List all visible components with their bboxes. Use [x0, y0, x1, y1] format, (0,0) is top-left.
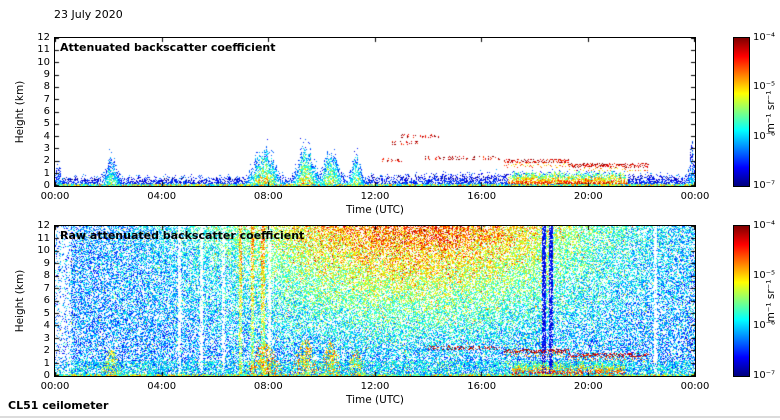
window-bottom-edge [0, 416, 780, 418]
attenuated-backscatter-plot [54, 37, 696, 187]
colorbar-tick-label: 10⁻⁶ [753, 130, 776, 142]
y-tick-label: 10 [37, 56, 50, 68]
y-axis-label: Height (km) [14, 269, 26, 333]
panel-title-attenuated: Attenuated backscatter coefficient [60, 41, 276, 54]
y-tick-label: 6 [43, 106, 50, 117]
raw-attenuated-backscatter-heatmap [55, 226, 695, 376]
y-tick-label: 5 [43, 307, 50, 319]
y-tick-label: 7 [43, 282, 50, 294]
colorbar-tick-label: 10⁻⁷ [753, 180, 776, 191]
attenuated-backscatter-heatmap [55, 38, 695, 186]
y-tick-label: 10 [37, 245, 50, 256]
x-tick-label: 00:00 [680, 381, 710, 392]
colorbar-tick-label: 10⁻⁴ [753, 32, 776, 43]
y-tick-label: 1 [43, 357, 50, 369]
x-tick-label: 00:00 [680, 191, 710, 202]
y-tick-label: 9 [43, 257, 50, 269]
y-tick-label: 11 [37, 232, 50, 244]
colorbar-unit-label: m⁻¹ sr⁻¹ [765, 90, 777, 134]
x-tick-label: 20:00 [573, 191, 603, 202]
y-tick-label: 12 [37, 32, 50, 43]
x-tick-label: 00:00 [40, 381, 70, 392]
y-tick-label: 2 [43, 345, 50, 356]
colorbar [733, 225, 750, 377]
y-tick-label: 9 [43, 69, 50, 80]
colorbar-tick-label: 10⁻⁵ [753, 81, 776, 93]
x-tick-label: 04:00 [147, 191, 177, 202]
y-tick-label: 7 [43, 93, 50, 105]
y-tick-label: 4 [43, 130, 50, 142]
raw-attenuated-backscatter-plot [54, 225, 696, 377]
x-tick-label: 00:00 [40, 191, 70, 202]
instrument-label: CL51 ceilometer [8, 399, 109, 412]
x-tick-label: 20:00 [573, 381, 603, 392]
y-tick-label: 0 [43, 180, 50, 191]
y-axis-label: Height (km) [14, 80, 26, 144]
y-tick-label: 2 [43, 155, 50, 167]
y-tick-label: 3 [43, 143, 50, 154]
y-tick-label: 5 [43, 118, 50, 130]
x-axis-label: Time (UTC) [345, 394, 405, 406]
y-tick-label: 4 [43, 320, 50, 331]
colorbar-unit-label: m⁻¹ sr⁻¹ [765, 279, 777, 323]
y-tick-label: 1 [43, 167, 50, 179]
y-tick-label: 8 [43, 81, 50, 93]
y-tick-label: 11 [37, 44, 50, 56]
x-tick-label: 12:00 [360, 381, 390, 392]
y-tick-label: 12 [37, 220, 50, 231]
y-tick-label: 0 [43, 370, 50, 381]
x-tick-label: 12:00 [360, 191, 390, 202]
colorbar-tick-label: 10⁻⁶ [753, 320, 776, 331]
x-axis-label: Time (UTC) [345, 204, 405, 216]
date-label: 23 July 2020 [54, 8, 123, 21]
x-tick-label: 08:00 [253, 191, 283, 202]
panel-title-raw: Raw attenuated backscatter coefficient [60, 229, 305, 242]
y-tick-label: 8 [43, 270, 50, 281]
x-tick-label: 16:00 [467, 191, 497, 202]
x-tick-label: 04:00 [147, 381, 177, 392]
colorbar-tick-label: 10⁻⁴ [753, 220, 776, 231]
y-tick-label: 6 [43, 295, 50, 306]
colorbar-tick-label: 10⁻⁷ [753, 370, 776, 381]
x-tick-label: 16:00 [467, 381, 497, 392]
x-tick-label: 08:00 [253, 381, 283, 392]
colorbar-tick-label: 10⁻⁵ [753, 270, 776, 281]
y-tick-label: 3 [43, 332, 50, 344]
colorbar [733, 37, 750, 187]
